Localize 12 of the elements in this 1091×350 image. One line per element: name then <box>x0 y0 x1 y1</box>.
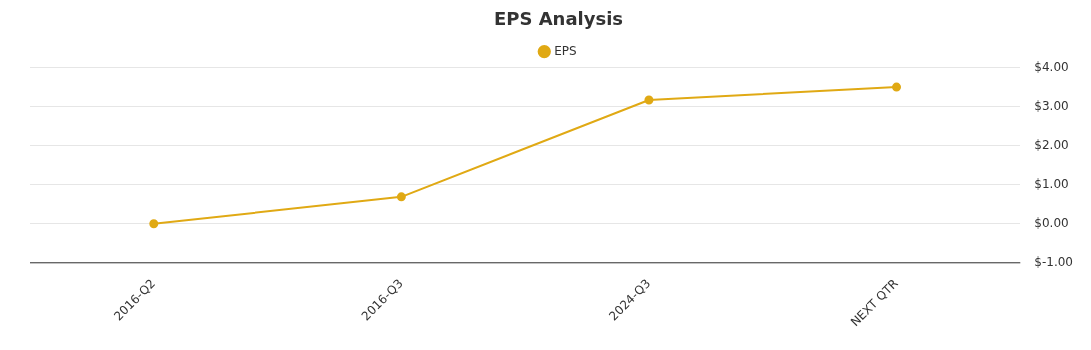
y-tick-label: $4.00 <box>1034 59 1069 74</box>
legend-label: EPS <box>554 43 577 58</box>
point <box>149 219 159 229</box>
point <box>396 192 406 202</box>
y-tick-label: $2.00 <box>1034 137 1069 152</box>
y-tick-label: $0.00 <box>1034 215 1069 230</box>
chart-title: EPS Analysis <box>493 8 624 30</box>
point <box>892 82 902 92</box>
y-tick-label: $3.00 <box>1034 98 1069 113</box>
point <box>644 95 654 105</box>
y-tick-label: $-1.00 <box>1034 254 1073 269</box>
y-tick-label: $1.00 <box>1034 176 1069 191</box>
